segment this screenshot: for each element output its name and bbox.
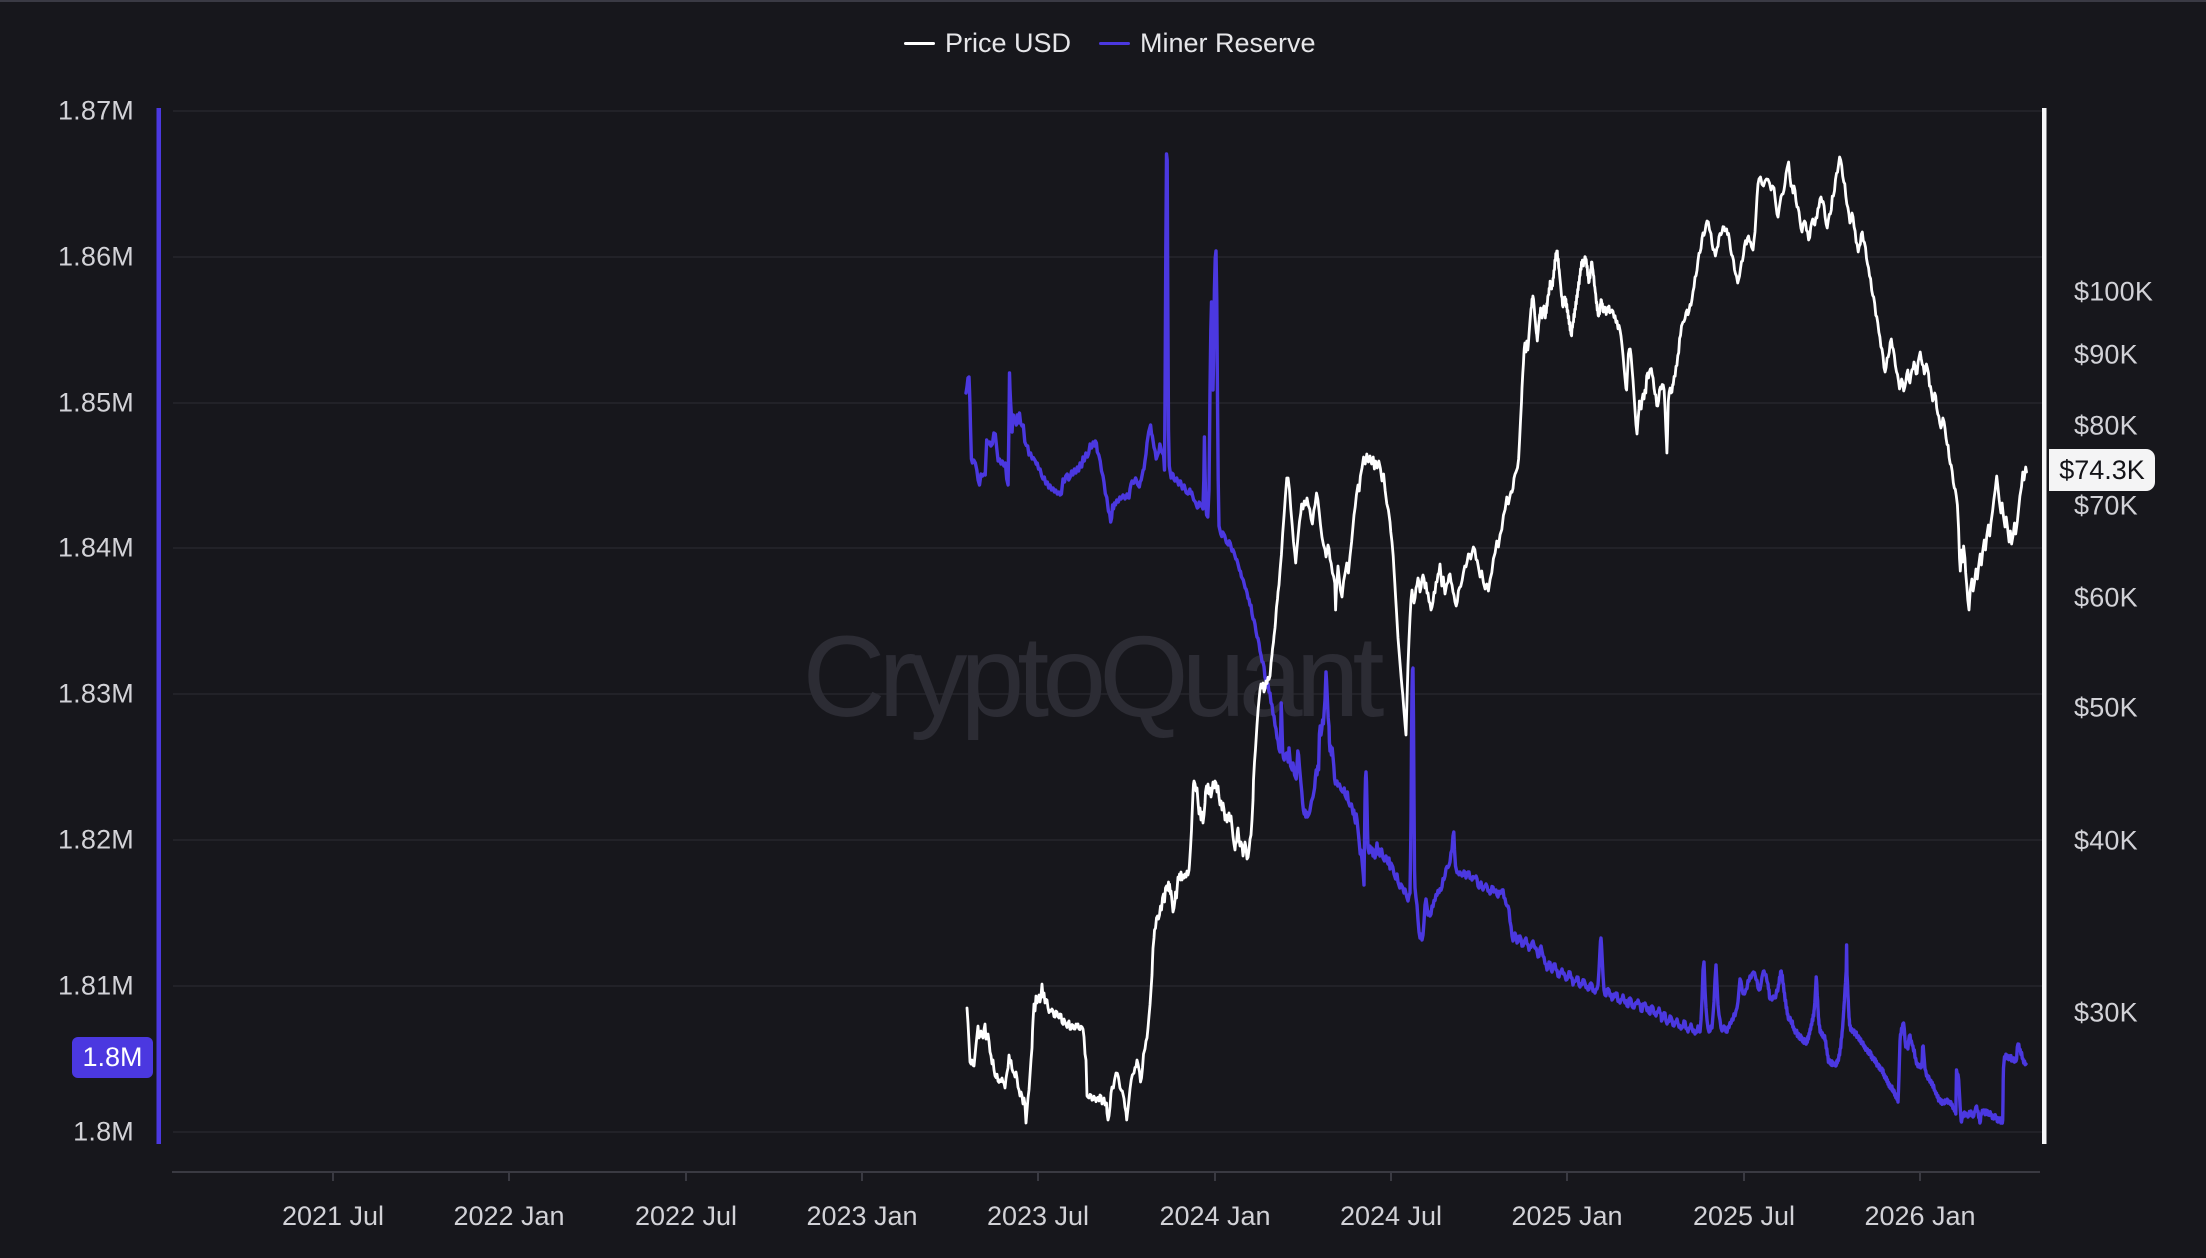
svg-text:CryptoQuant: CryptoQuant — [803, 613, 1385, 741]
